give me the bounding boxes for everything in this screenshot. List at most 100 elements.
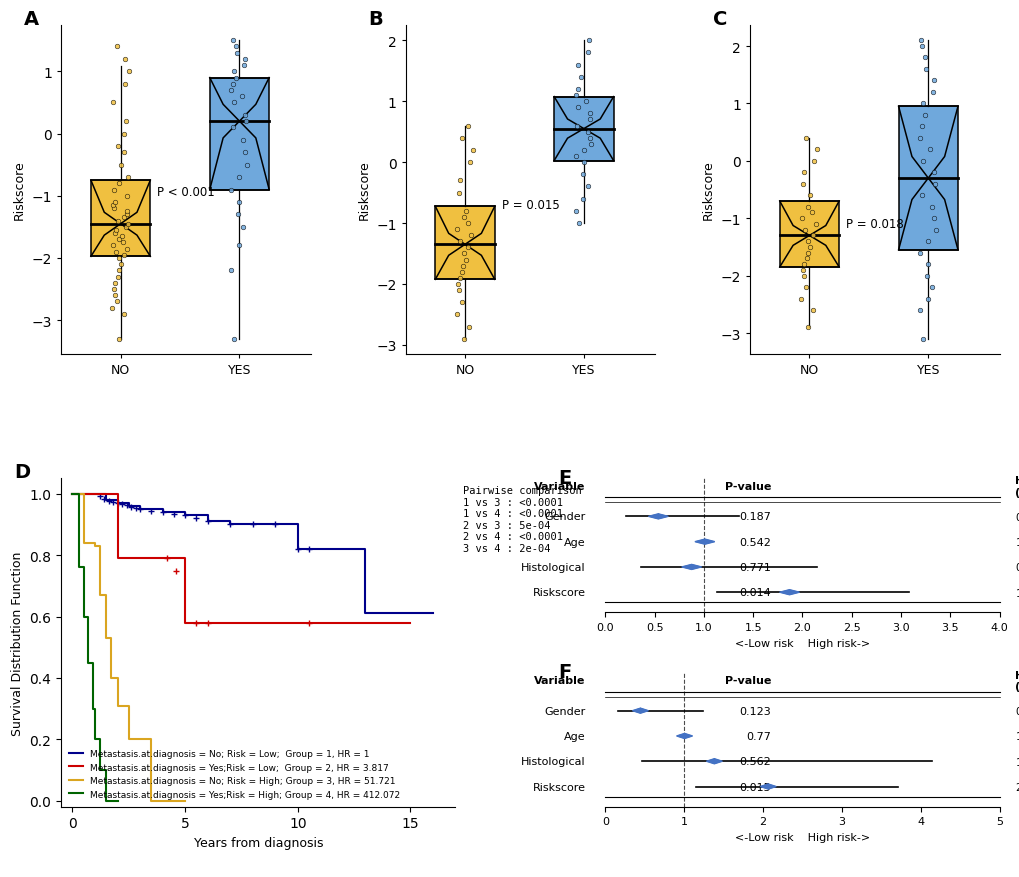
- Point: [113, 258, 129, 272]
- Point: [923, 281, 940, 295]
- Text: P = 0.018: P = 0.018: [845, 218, 903, 232]
- Point: [117, 220, 133, 234]
- Point: [115, 236, 131, 250]
- Point: [450, 283, 467, 297]
- Point: [453, 266, 470, 280]
- Point: [923, 86, 940, 100]
- Text: 0.876(0.358–2.143): 0.876(0.358–2.143): [1014, 562, 1019, 573]
- Bar: [553, 97, 613, 161]
- Point: [104, 302, 120, 316]
- Point: [109, 139, 125, 153]
- Text: 1.383(0.462–4.138): 1.383(0.462–4.138): [1014, 756, 1019, 766]
- Point: [106, 289, 122, 303]
- Point: [223, 183, 239, 197]
- Point: [919, 258, 935, 272]
- Point: [923, 201, 940, 215]
- Point: [451, 175, 468, 189]
- Point: [116, 308, 132, 322]
- Point: [458, 204, 474, 218]
- Point: [120, 217, 137, 232]
- Point: [575, 156, 591, 170]
- Text: 0.562: 0.562: [739, 756, 770, 766]
- Point: [792, 292, 808, 306]
- Point: [794, 264, 810, 278]
- Bar: [210, 78, 269, 190]
- Point: [913, 189, 929, 203]
- Point: [448, 308, 465, 322]
- Text: 2.066(1.150–3.710): 2.066(1.150–3.710): [1014, 781, 1019, 792]
- Text: P < 0.001: P < 0.001: [157, 185, 215, 198]
- Point: [453, 132, 470, 146]
- Point: [461, 320, 477, 334]
- Point: [223, 264, 239, 278]
- Point: [569, 83, 585, 97]
- Point: [107, 246, 123, 260]
- Point: [793, 212, 809, 226]
- Point: [805, 154, 821, 168]
- Text: 0.123: 0.123: [739, 706, 770, 716]
- Point: [224, 121, 240, 135]
- Point: [449, 278, 466, 292]
- Point: [226, 332, 243, 346]
- Point: [798, 132, 814, 146]
- Text: 0.014: 0.014: [739, 588, 770, 597]
- Point: [236, 53, 253, 67]
- Text: Riskscore: Riskscore: [532, 781, 585, 792]
- Point: [913, 120, 929, 134]
- Point: [455, 247, 472, 261]
- Text: 0.445(0.159–1.245): 0.445(0.159–1.245): [1014, 706, 1019, 716]
- Point: [918, 292, 934, 306]
- Text: 1.010(0.979–1.042): 1.010(0.979–1.042): [1014, 537, 1019, 547]
- Point: [583, 138, 599, 152]
- Point: [568, 89, 584, 103]
- Text: Gender: Gender: [544, 706, 585, 716]
- Point: [795, 269, 811, 283]
- Point: [115, 248, 131, 262]
- Point: [230, 239, 247, 253]
- Point: [113, 230, 129, 244]
- Point: [120, 65, 137, 79]
- Point: [798, 252, 814, 266]
- Text: Pairwise comparison
1 vs 3 : <0.0001
1 vs 4 : <0.0001
2 vs 3 : 5e-04
2 vs 4 : <0: Pairwise comparison 1 vs 3 : <0.0001 1 v…: [463, 486, 582, 553]
- Point: [911, 303, 927, 317]
- Text: Age: Age: [564, 731, 585, 741]
- Point: [106, 183, 122, 197]
- Point: [925, 212, 942, 226]
- Point: [924, 75, 941, 89]
- Point: [107, 276, 123, 290]
- Point: [921, 143, 937, 157]
- Point: [455, 332, 472, 346]
- Text: D: D: [14, 462, 30, 481]
- Point: [575, 144, 591, 158]
- Point: [463, 229, 479, 243]
- Point: [799, 321, 815, 335]
- Text: P-value: P-value: [723, 481, 770, 491]
- Text: Variable: Variable: [534, 481, 585, 491]
- Point: [581, 132, 597, 146]
- Point: [458, 253, 474, 267]
- Point: [795, 258, 811, 272]
- Text: B: B: [368, 10, 382, 29]
- Point: [799, 235, 815, 249]
- Point: [228, 46, 245, 61]
- Point: [116, 53, 132, 67]
- Point: [568, 204, 584, 218]
- Point: [231, 196, 248, 210]
- Point: [799, 201, 815, 215]
- Point: [233, 90, 250, 104]
- X-axis label: <-Low risk    High risk->: <-Low risk High risk->: [734, 638, 869, 648]
- Text: Histological: Histological: [521, 756, 585, 766]
- Point: [575, 192, 591, 206]
- Point: [808, 143, 824, 157]
- Point: [582, 113, 598, 127]
- Text: P-value: P-value: [723, 675, 770, 686]
- Point: [574, 168, 590, 182]
- Point: [916, 52, 932, 66]
- Text: E: E: [557, 468, 571, 487]
- Text: F: F: [557, 662, 571, 681]
- Point: [912, 34, 928, 48]
- Text: 0.538(0.214–1.352): 0.538(0.214–1.352): [1014, 512, 1019, 522]
- Point: [919, 235, 935, 249]
- Point: [802, 189, 818, 203]
- Point: [115, 211, 131, 225]
